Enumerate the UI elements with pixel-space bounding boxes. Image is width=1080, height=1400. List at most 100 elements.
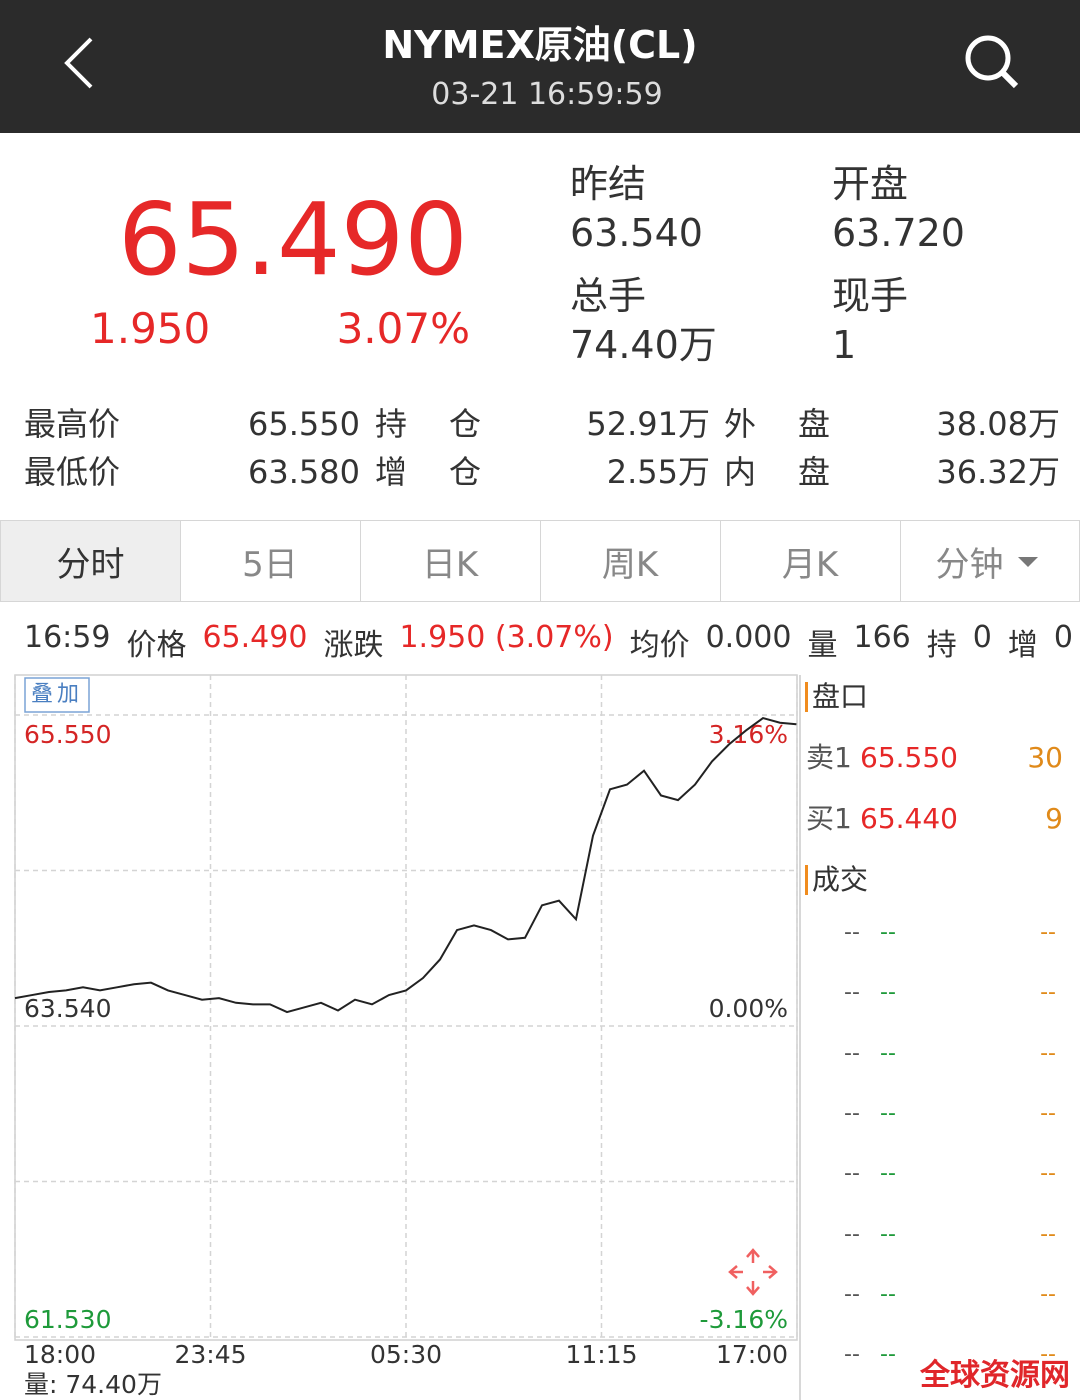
title: NYMEX原油(CL) [382,23,698,67]
y-tick-label: 61.530 [24,1305,111,1334]
trade-time: -- [844,1161,860,1187]
trade-volume: -- [1040,1100,1056,1126]
stat-value: 63.540 [570,211,703,255]
info-item: 均价 [629,628,690,663]
trade-price: -- [880,1342,896,1368]
info-item: 量 [807,628,838,663]
stat-value: 74.40万 [570,323,717,367]
info-item: 1.950 (3.07%) [399,620,614,655]
price-line [14,717,797,1014]
info-item: 0 [972,620,992,655]
tab-label: 日K [421,544,479,585]
volume-label: 量: 74.40万 [24,1370,162,1399]
chart: 18:00 23:45 05:30 11:15 17:00 61.530 63.540 65.… [14,674,798,1399]
trade-time: -- [844,1342,860,1368]
detail-value: 36.32万 [936,453,1060,491]
detail-label: 持仓 [375,405,524,443]
change-pct: 3.07% [336,304,470,353]
trade-time: -- [844,920,860,945]
header: NYMEX原油(CL) 03-21 16:59:59 [0,0,1080,133]
book-label: 卖1 [806,741,852,774]
detail-value: 38.08万 [936,405,1060,443]
expand-arrow [768,1265,778,1279]
stat-label: 昨结 [570,162,647,206]
info-item: 16:59 [24,620,111,655]
trade-time: -- [844,980,860,1006]
tab[interactable]: 周K [540,520,721,602]
back-button[interactable] [55,35,105,91]
y2-tick-label: 0.00% [709,994,788,1023]
tab[interactable]: 分时 [0,520,181,602]
tab[interactable]: 日K [360,520,541,602]
expand-arrow [746,1286,760,1296]
y-tick-label: 65.550 [24,720,111,749]
watermark: 全球资源网 [920,1358,1070,1393]
detail-label: 最高价 [24,405,121,443]
trade-volume: -- [1040,980,1056,1006]
search-button[interactable] [960,30,1024,94]
detail-value: 65.550 [248,405,360,443]
y2-tick-label: -3.16% [700,1305,788,1334]
tab[interactable]: 5日 [180,520,361,602]
timestamp: 03-21 16:59:59 [431,77,663,112]
info-item: 0.000 [705,620,792,655]
x-tick-label: 18:00 [24,1340,96,1369]
x-tick-label: 05:30 [370,1340,442,1369]
expand-arrow [728,1265,738,1279]
trade-volume: -- [1040,1342,1056,1368]
y-tick-label: 63.540 [24,994,111,1023]
trade-price: -- [880,920,896,945]
trade-volume: -- [1040,1281,1056,1307]
trade-time: -- [844,1281,860,1307]
book-label: 买1 [806,802,852,835]
book-price: 65.550 [860,741,958,774]
expand-icon [728,1248,778,1296]
book-price: 65.440 [860,802,958,835]
info-item: 0 [1053,620,1073,655]
tab[interactable]: 月K [720,520,901,602]
trade-time: -- [844,1040,860,1066]
trade-volume: -- [1040,920,1056,945]
info-item: 166 [853,620,911,655]
trade-price: -- [880,1040,896,1066]
tab-label: 周K [601,544,659,585]
section-marker [805,682,808,712]
tab-label: 5日 [242,544,298,585]
trade-time: -- [844,1221,860,1247]
stat-value: 1 [832,323,857,367]
trade-volume: -- [1040,1161,1056,1187]
trade-price: -- [880,1161,896,1187]
trade-price: -- [880,1221,896,1247]
price: 65.490 [118,181,468,298]
info-item: 65.490 [202,620,308,655]
trade-volume: -- [1040,1040,1056,1066]
trade-time: -- [844,1100,860,1126]
tab-label: 月K [781,544,839,585]
info-bar: 16:59 价格 65.490 涨跌 1.950 (3.07%) 均价 0.000 量 166 持… [24,620,1073,664]
overlay-button[interactable]: 叠加 [31,682,83,707]
x-tick-label: 11:15 [565,1340,637,1369]
section-title: 盘口 [812,680,869,713]
trade-price: -- [880,1100,896,1126]
y2-tick-label: 3.16% [709,720,788,749]
stat-value: 63.720 [832,211,965,255]
dropdown-arrow [1017,557,1038,567]
info-item: 持 [926,628,957,663]
info-item: 涨跌 [323,628,384,663]
trade-price: -- [880,980,896,1006]
section-marker [805,865,808,895]
detail-label: 增仓 [375,453,524,491]
expand-arrow [746,1248,760,1258]
detail-value: 63.580 [248,453,360,491]
trade-price: -- [880,1281,896,1307]
stat-label: 开盘 [832,162,909,206]
info-item: 价格 [126,628,187,663]
tab[interactable]: 分钟 [900,520,1080,602]
tab-label: 分时 [56,544,125,585]
x-tick-label: 17:00 [716,1340,788,1369]
stat-label: 现手 [832,274,909,318]
info-item: 增 [1007,628,1038,663]
stat-label: 总手 [570,274,647,318]
book-volume: 30 [1027,741,1063,774]
